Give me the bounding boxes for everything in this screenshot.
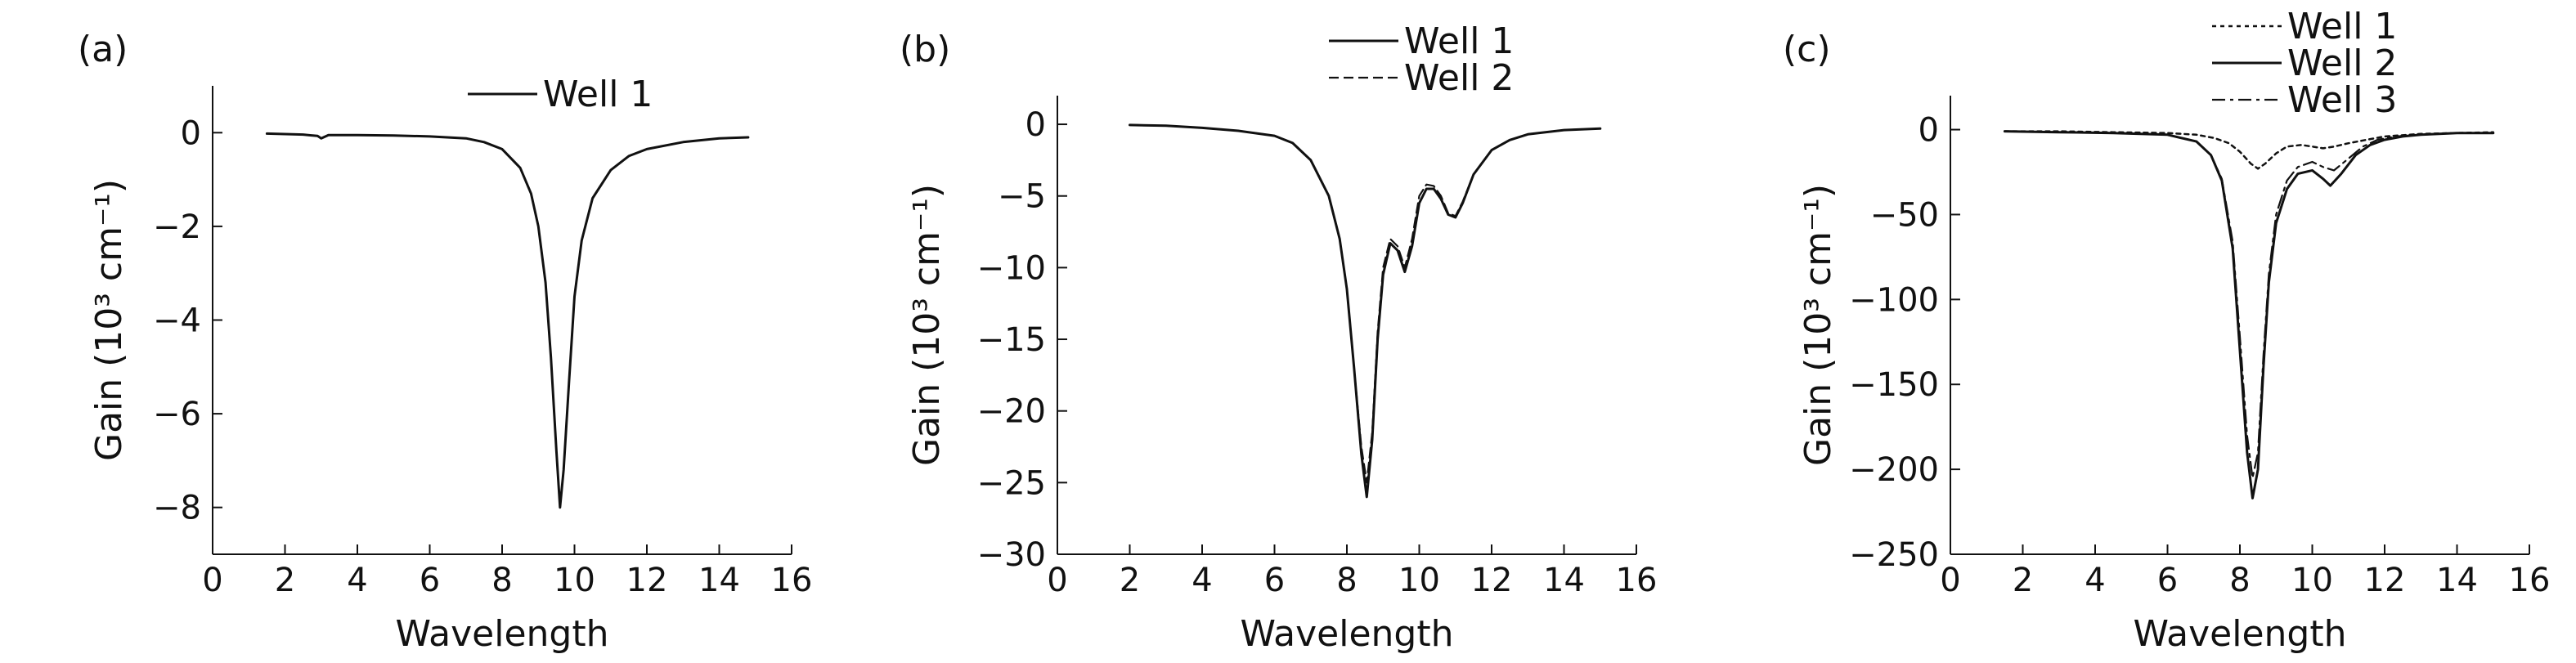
x-tick-label: 4 xyxy=(1192,562,1212,599)
x-tick-label: 0 xyxy=(1047,562,1067,599)
series-line-well-1 xyxy=(1129,123,1602,499)
y-tick-label: −50 xyxy=(1870,196,1939,234)
x-tick-label: 14 xyxy=(1543,562,1585,599)
x-tick-label: 2 xyxy=(1120,562,1140,599)
x-tick-label: 14 xyxy=(2436,562,2478,599)
y-tick-label: −15 xyxy=(977,321,1046,359)
x-tick-label: 12 xyxy=(1471,562,1513,599)
series-line-well-1 xyxy=(265,132,750,509)
x-tick-label: 0 xyxy=(202,562,222,599)
x-axis-label: Wavelength xyxy=(395,613,608,655)
x-tick-label: 4 xyxy=(347,562,367,599)
legend: Well 1 xyxy=(468,74,653,115)
y-tick-label: 0 xyxy=(1025,106,1046,144)
y-tick-label: −10 xyxy=(977,249,1046,287)
panel-label: (c) xyxy=(1783,29,1831,70)
x-tick-label: 16 xyxy=(2509,562,2551,599)
legend-label: Well 2 xyxy=(2287,43,2397,84)
x-tick-label: 2 xyxy=(2013,562,2033,599)
y-tick-label: −25 xyxy=(977,464,1046,502)
series-line-well-3 xyxy=(2004,130,2494,479)
y-tick-label: −20 xyxy=(977,393,1046,431)
panel-c: 0 2 4 6 8 10 12 14 16 0 −50 −100 −150 −200 −250 Wavelen… xyxy=(1783,6,2550,655)
legend-label: Well 2 xyxy=(1404,57,1514,99)
y-axis-label: Gain (10³ cm⁻¹) xyxy=(906,184,948,466)
y-tick-label: −250 xyxy=(1849,536,1939,574)
x-tick-label: 10 xyxy=(1398,562,1440,599)
x-tick-label: 8 xyxy=(2229,562,2250,599)
y-tick-label: 0 xyxy=(181,114,201,152)
x-tick-label: 10 xyxy=(554,562,595,599)
x-tick-label: 10 xyxy=(2291,562,2333,599)
y-tick-label: −30 xyxy=(977,536,1046,574)
legend-label: Well 1 xyxy=(2287,6,2397,47)
x-axis-label: Wavelength xyxy=(1240,613,1453,655)
y-tick-label: −8 xyxy=(153,490,201,527)
y-axis-label: Gain (10³ cm⁻¹) xyxy=(88,179,130,461)
y-axis-label: Gain (10³ cm⁻¹) xyxy=(1797,184,1839,466)
x-tick-label: 6 xyxy=(420,562,440,599)
y-tick-label: −5 xyxy=(998,178,1046,216)
y-tick-label: −150 xyxy=(1849,366,1939,404)
legend-label: Well 3 xyxy=(2287,79,2397,121)
y-tick-label: −4 xyxy=(153,302,201,340)
x-tick-label: 2 xyxy=(275,562,295,599)
y-tick-label: −200 xyxy=(1849,451,1939,489)
x-tick-label: 8 xyxy=(1336,562,1357,599)
x-tick-label: 12 xyxy=(626,562,668,599)
y-tick-label: −100 xyxy=(1849,281,1939,319)
x-tick-label: 6 xyxy=(2157,562,2178,599)
y-tick-label: −6 xyxy=(153,396,201,433)
x-axis-label: Wavelength xyxy=(2133,613,2346,655)
panel-a: 0 2 4 6 8 10 12 14 16 0 −2 −4 −6 −8 Wavelength Gain (10… xyxy=(78,29,812,655)
legend-label: Well 1 xyxy=(1404,20,1514,62)
series-line-well-1 xyxy=(2004,130,2495,170)
x-tick-label: 4 xyxy=(2085,562,2105,599)
panel-label: (a) xyxy=(78,29,128,70)
legend-label: Well 1 xyxy=(543,74,653,115)
x-tick-label: 0 xyxy=(1940,562,1960,599)
panel-b: 0 2 4 6 8 10 12 14 16 0 −5 −10 −15 −20 −25 −30 Wavelengt… xyxy=(900,20,1657,655)
x-tick-label: 6 xyxy=(1264,562,1285,599)
x-tick-label: 14 xyxy=(698,562,740,599)
panel-label: (b) xyxy=(900,29,950,70)
x-tick-label: 12 xyxy=(2364,562,2406,599)
series-line-well-2 xyxy=(1129,123,1601,484)
x-tick-label: 16 xyxy=(1616,562,1658,599)
y-tick-label: 0 xyxy=(1919,112,1939,150)
x-tick-label: 8 xyxy=(491,562,512,599)
x-tick-label: 16 xyxy=(771,562,813,599)
y-tick-label: −2 xyxy=(153,208,201,246)
